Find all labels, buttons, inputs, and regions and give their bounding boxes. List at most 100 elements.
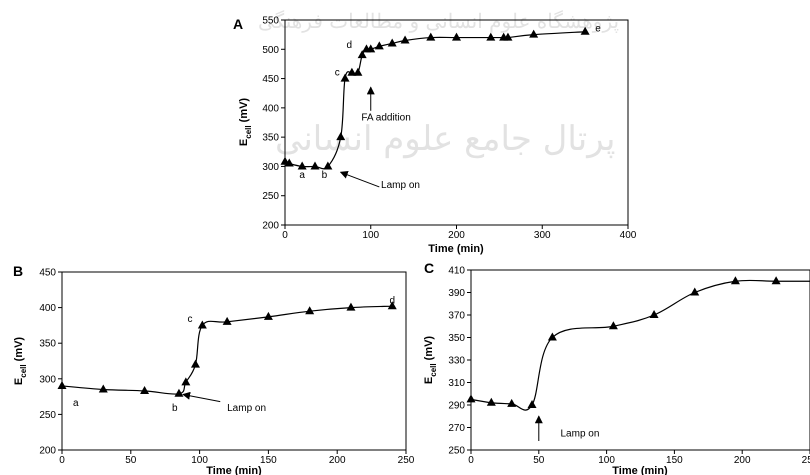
x-tick-label: 100 [362, 230, 379, 241]
data-point-marker [529, 29, 539, 38]
y-axis-label-unit: (mV) [423, 336, 435, 364]
plot-frame [61, 271, 407, 451]
watermark-line-1: پژوهشگاه علوم انسانی و مطالعات فرهنگی [258, 9, 619, 33]
data-point-marker [374, 41, 384, 50]
data-point-marker [98, 384, 108, 393]
chart-panels: A0 100 200 300 400200250300350400450500550Ti… [13, 16, 810, 475]
data-point-marker [387, 301, 397, 310]
data-point-marker [400, 35, 410, 44]
point-letter-label: b [172, 403, 178, 414]
data-point-marker [730, 276, 740, 285]
watermark-line-2: پرتال جامع علوم انسانی [275, 119, 615, 159]
y-tick-label: 270 [448, 423, 465, 434]
y-axis-label-unit: (mV) [238, 98, 250, 126]
data-point-marker [452, 32, 461, 41]
data-point-marker [222, 316, 232, 325]
x-tick-label: 100 [598, 455, 615, 466]
x-tick-label: 0 [282, 230, 288, 241]
data-point-marker [347, 67, 357, 76]
y-tick-label: 370 [448, 311, 465, 322]
y-tick-label: 410 [448, 266, 465, 277]
x-tick-label: 0 [59, 455, 65, 466]
series-line [61, 305, 393, 395]
data-point-marker [366, 44, 376, 53]
data-point-marker [263, 311, 273, 320]
point-letter-label: d [389, 295, 395, 306]
annotation-text: FA addition [361, 113, 410, 124]
data-point-marker [57, 380, 67, 389]
x-tick-label: 50 [125, 455, 137, 466]
point-letter-label: c [187, 314, 192, 325]
point-letter-label: d [347, 40, 353, 51]
x-tick-label: 100 [191, 455, 208, 466]
y-tick-label: 390 [448, 288, 465, 299]
point-letter-label: c [335, 68, 340, 79]
point-letter-label: e [595, 24, 601, 35]
x-tick-label: 200 [448, 230, 465, 241]
data-point-marker [310, 161, 320, 170]
y-tick-label: 350 [262, 133, 279, 144]
y-axis-label-unit: (mV) [13, 337, 25, 365]
y-tick-label: 300 [262, 162, 279, 173]
x-axis-label: Time (min) [428, 243, 484, 255]
plot-frame [470, 269, 810, 451]
annotation-arrow [339, 171, 380, 188]
y-axis-label-subscript: cell [244, 125, 253, 138]
data-point-marker [197, 320, 207, 329]
data-point-marker [353, 67, 363, 76]
data-point-marker [336, 132, 346, 141]
data-point-marker [608, 321, 618, 330]
panel-c: C 0 50 100 150 200 250 250 270 290 310 330 350 370 390… [423, 260, 810, 475]
x-tick-label: 250 [398, 455, 415, 466]
data-point-marker [466, 394, 476, 403]
data-point-marker [507, 398, 517, 407]
panel-b: B 0 50 100 150 200 250 200 250 300 350 400 450 Time (… [13, 263, 415, 475]
y-tick-label: 350 [448, 333, 465, 344]
data-point-marker [649, 310, 659, 319]
data-point-marker [305, 306, 315, 315]
y-tick-label: 310 [448, 378, 465, 389]
annotation-text: Lamp on [560, 429, 599, 440]
y-tick-label: 450 [39, 268, 56, 279]
y-tick-label: 200 [262, 221, 279, 232]
x-tick-label: 200 [734, 455, 751, 466]
data-point-marker [486, 32, 496, 41]
x-tick-label: 250 [802, 455, 810, 466]
watermark: پژوهشگاه علوم انسانی و مطالعات فرهنگی پر… [258, 9, 619, 159]
data-point-marker [387, 38, 397, 47]
y-tick-label: 200 [39, 446, 56, 457]
y-tick-label: 330 [448, 356, 465, 367]
y-axis-label-main: E [13, 378, 25, 385]
x-tick-label: 0 [468, 455, 474, 466]
panel-label: A [233, 16, 243, 32]
y-axis-label-main: E [423, 377, 435, 384]
y-tick-label: 550 [262, 16, 279, 27]
x-axis-label: Time (min) [612, 465, 668, 475]
data-point-marker [357, 50, 367, 59]
y-tick-label: 400 [39, 303, 56, 314]
annotation-text: Lamp on [381, 180, 420, 191]
panel-a: A 0 100 200 300 400 200 250 300 350 400 450 500 550 Ti… [233, 16, 637, 256]
panel-label: C [424, 260, 434, 276]
data-point-marker [140, 385, 150, 394]
x-tick-label: 200 [329, 455, 346, 466]
y-tick-label: 350 [39, 339, 56, 350]
y-tick-label: 400 [262, 103, 279, 114]
y-tick-label: 250 [448, 446, 465, 457]
x-tick-label: 50 [533, 455, 545, 466]
data-point-marker [174, 388, 184, 397]
x-tick-label: 300 [534, 230, 551, 241]
data-point-marker [527, 400, 537, 409]
data-point-marker [340, 73, 350, 82]
x-axis-label: Time (min) [206, 465, 262, 475]
y-axis-label-subscript: cell [429, 363, 438, 376]
panel-label: B [13, 263, 23, 279]
data-point-marker [426, 32, 436, 41]
y-axis-label-subscript: cell [19, 364, 28, 377]
data-point-marker [503, 32, 513, 41]
data-point-marker [690, 287, 700, 296]
data-point-marker [771, 276, 781, 285]
data-point-marker [346, 302, 356, 311]
data-point-marker [181, 377, 191, 386]
